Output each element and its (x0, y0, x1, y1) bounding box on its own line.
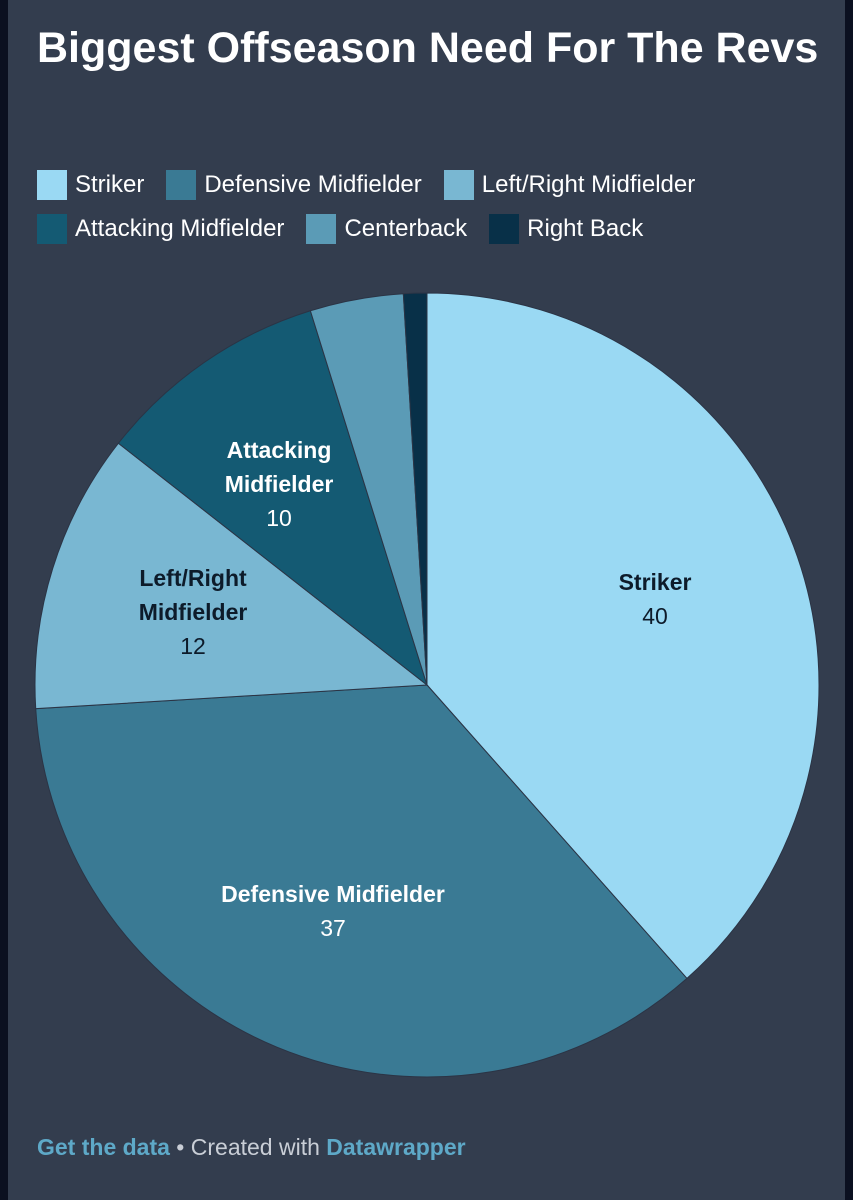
slice-label-striker: Striker 40 (619, 569, 692, 629)
pie-slice-striker (426, 292, 820, 980)
slice-label-value: 12 (180, 633, 206, 659)
legend-item-attacking-midfielder: Attacking Midfielder (37, 214, 284, 244)
legend-swatch (37, 170, 67, 200)
legend-label: Defensive Midfielder (204, 171, 422, 198)
legend-item-centerback: Centerback (306, 214, 467, 244)
legend: Striker Defensive Midfielder Left/Right … (37, 170, 837, 244)
slice-label-value: 10 (266, 505, 292, 531)
slice-label-value: 37 (320, 915, 346, 941)
legend-label: Striker (75, 171, 145, 198)
legend-label: Right Back (527, 215, 644, 242)
slice-label-name: Midfielder (139, 599, 248, 625)
slice-label-defensive-midfielder: Defensive Midfielder 37 (221, 881, 445, 941)
slice-label-name: Midfielder (225, 471, 334, 497)
frame-edge-right (845, 0, 853, 1200)
pie-slice-attacking-midfielder (117, 310, 428, 687)
pie-slice-right-back (402, 292, 428, 686)
chart-title: Biggest Offseason Need For The Revs (37, 24, 819, 72)
footer-separator: • Created with (169, 1134, 327, 1160)
pie-slice-left-right-midfielder (34, 442, 429, 710)
get-the-data-link[interactable]: Get the data (37, 1134, 170, 1160)
footer: Get the data • Created with Datawrapper (37, 1134, 466, 1161)
legend-swatch (306, 214, 337, 244)
slice-label-name: Defensive Midfielder (221, 881, 445, 907)
legend-swatch (489, 214, 520, 244)
legend-item-right-back: Right Back (489, 214, 643, 244)
legend-label: Left/Right Midfielder (481, 171, 696, 198)
slice-label-value: 40 (642, 603, 668, 629)
slice-label-name: Striker (619, 569, 692, 595)
legend-item-striker: Striker (37, 170, 144, 200)
frame-edge-left (0, 0, 8, 1200)
slice-label-attacking-midfielder: Attacking Midfielder 10 (225, 437, 334, 531)
slice-label-name: Left/Right (139, 565, 247, 591)
legend-item-defensive-midfielder: Defensive Midfielder (166, 170, 422, 200)
slice-label-left-right-midfielder: Left/Right Midfielder 12 (139, 565, 248, 659)
legend-item-left-right-midfielder: Left/Right Midfielder (443, 170, 696, 200)
legend-swatch (443, 170, 474, 200)
legend-label: Centerback (344, 215, 468, 242)
legend-swatch (37, 214, 67, 244)
slice-label-name: Attacking (227, 437, 332, 463)
pie-slice-defensive-midfielder (35, 684, 688, 1078)
legend-label: Attacking Midfielder (75, 215, 285, 242)
datawrapper-link[interactable]: Datawrapper (326, 1134, 466, 1160)
legend-swatch (166, 170, 197, 200)
